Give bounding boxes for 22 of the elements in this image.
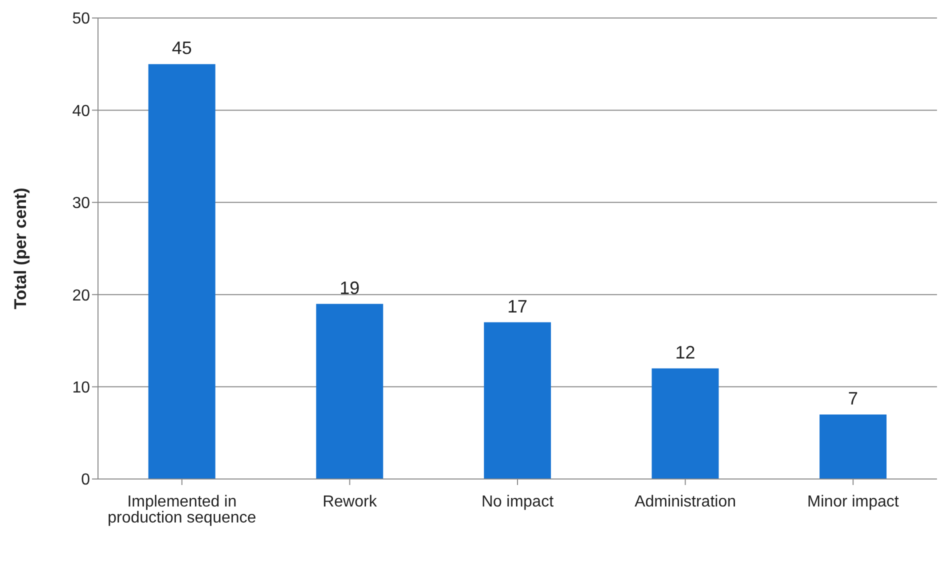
x-tick-label: Minor impact: [807, 493, 900, 510]
y-tick-label: 10: [72, 379, 90, 396]
data-label: 12: [675, 342, 696, 362]
bar: [148, 64, 216, 479]
data-label: 45: [172, 38, 192, 58]
data-label: 17: [507, 296, 528, 316]
y-tick-label: 20: [72, 287, 90, 304]
data-label: 19: [340, 278, 360, 298]
x-tick-label: No impact: [481, 493, 554, 510]
bar: [484, 322, 551, 479]
y-tick-label: 50: [72, 10, 90, 28]
y-axis-title: Total (per cent): [11, 188, 30, 310]
data-label: 7: [848, 388, 858, 408]
x-tick-label: Administration: [634, 493, 736, 510]
bar: [652, 368, 719, 479]
y-tick-label: 0: [81, 472, 90, 489]
bar: [820, 414, 887, 479]
bar: [316, 304, 384, 479]
x-tick-label: Implemented in production sequence: [108, 493, 256, 526]
x-tick-label: Rework: [322, 493, 378, 510]
y-tick-label: 40: [72, 102, 90, 120]
y-tick-label: 30: [72, 195, 90, 212]
